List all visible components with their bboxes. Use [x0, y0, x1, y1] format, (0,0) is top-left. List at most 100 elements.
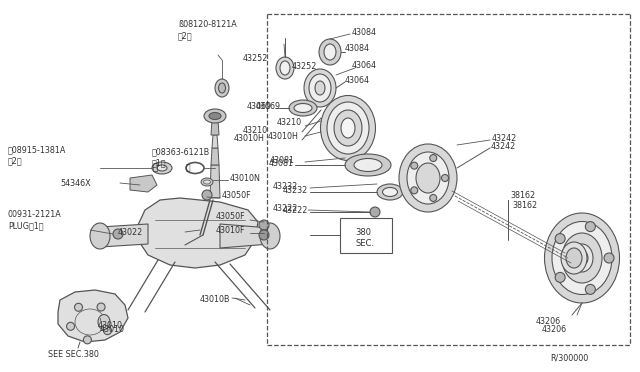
Polygon shape	[211, 148, 219, 165]
Ellipse shape	[319, 39, 341, 65]
Ellipse shape	[152, 162, 172, 174]
Ellipse shape	[294, 103, 312, 112]
Text: 43010F: 43010F	[216, 225, 246, 234]
Text: 43010H: 43010H	[234, 134, 265, 142]
Text: 43252: 43252	[292, 61, 317, 71]
Ellipse shape	[416, 163, 440, 193]
Circle shape	[83, 336, 92, 344]
Text: 43252: 43252	[243, 54, 268, 62]
Polygon shape	[100, 224, 148, 247]
Text: 43010H: 43010H	[267, 131, 298, 141]
Text: ß08120-8121A
〈2〉: ß08120-8121A 〈2〉	[178, 20, 237, 40]
Text: SEE SEC.380: SEE SEC.380	[48, 350, 99, 359]
Ellipse shape	[566, 248, 582, 268]
Text: 43232: 43232	[273, 182, 298, 190]
Text: 43222: 43222	[273, 203, 298, 212]
Text: 380
SEC.: 380 SEC.	[355, 228, 374, 248]
Text: 43081: 43081	[269, 158, 294, 167]
Polygon shape	[212, 135, 218, 148]
Text: 43242: 43242	[492, 134, 517, 142]
Circle shape	[555, 234, 565, 244]
Text: 43010N: 43010N	[230, 173, 261, 183]
Ellipse shape	[345, 154, 391, 176]
Ellipse shape	[407, 152, 449, 204]
Ellipse shape	[399, 144, 457, 212]
Ellipse shape	[304, 69, 336, 107]
Polygon shape	[210, 165, 220, 198]
Text: 43084: 43084	[352, 28, 377, 36]
Polygon shape	[220, 224, 270, 248]
Ellipse shape	[157, 165, 167, 171]
Ellipse shape	[309, 74, 331, 102]
Circle shape	[97, 303, 105, 311]
Ellipse shape	[289, 100, 317, 116]
Text: 43069: 43069	[256, 102, 281, 110]
Text: 38162: 38162	[512, 201, 537, 209]
Ellipse shape	[354, 158, 382, 171]
Text: 43242: 43242	[491, 141, 516, 151]
Circle shape	[113, 229, 123, 239]
Text: 43050F: 43050F	[222, 190, 252, 199]
Ellipse shape	[260, 223, 280, 249]
Ellipse shape	[204, 180, 211, 184]
Polygon shape	[58, 290, 128, 342]
Ellipse shape	[204, 109, 226, 123]
Text: 43210: 43210	[243, 125, 268, 135]
Circle shape	[259, 220, 269, 230]
Ellipse shape	[324, 44, 336, 60]
Circle shape	[104, 327, 111, 335]
Ellipse shape	[321, 96, 376, 160]
Polygon shape	[138, 198, 258, 268]
Ellipse shape	[341, 118, 355, 138]
Circle shape	[604, 253, 614, 263]
Ellipse shape	[280, 61, 290, 75]
Text: 00931-2121A
PLUG〈1〉: 00931-2121A PLUG〈1〉	[8, 210, 61, 230]
Text: Ⓡ08915-1381A
〈2〉: Ⓡ08915-1381A 〈2〉	[8, 145, 67, 165]
Ellipse shape	[215, 79, 229, 97]
Circle shape	[442, 174, 449, 182]
Text: Ⓡ: Ⓡ	[152, 164, 157, 173]
Ellipse shape	[576, 250, 588, 266]
Circle shape	[67, 322, 75, 330]
Circle shape	[555, 272, 565, 282]
Ellipse shape	[98, 314, 110, 330]
Circle shape	[411, 187, 418, 194]
Bar	[340, 218, 392, 253]
Text: 43010: 43010	[100, 326, 125, 334]
Text: 43084: 43084	[345, 44, 370, 52]
Ellipse shape	[562, 233, 602, 283]
Text: 43232: 43232	[283, 186, 308, 195]
Ellipse shape	[334, 110, 362, 146]
Circle shape	[370, 207, 380, 217]
Ellipse shape	[552, 221, 612, 295]
Text: 43206: 43206	[536, 317, 561, 327]
Circle shape	[429, 154, 436, 161]
Ellipse shape	[377, 184, 403, 200]
Text: 54346X: 54346X	[60, 179, 91, 187]
Text: 43210: 43210	[277, 118, 302, 126]
Circle shape	[202, 190, 212, 200]
Ellipse shape	[209, 112, 221, 119]
Ellipse shape	[315, 81, 325, 95]
Text: 43064: 43064	[352, 61, 377, 70]
Circle shape	[586, 284, 595, 294]
Circle shape	[259, 230, 269, 240]
Text: Ⓢ: Ⓢ	[186, 164, 190, 173]
Polygon shape	[130, 175, 157, 192]
Text: R/300000: R/300000	[550, 353, 588, 362]
Ellipse shape	[201, 178, 213, 186]
Text: 43222: 43222	[283, 205, 308, 215]
Text: 38162: 38162	[510, 190, 535, 199]
Ellipse shape	[545, 213, 620, 303]
Polygon shape	[211, 120, 219, 135]
Text: 43206: 43206	[542, 325, 567, 334]
Ellipse shape	[383, 187, 397, 196]
Circle shape	[429, 195, 436, 202]
Text: 43069: 43069	[247, 102, 272, 110]
Circle shape	[411, 162, 418, 169]
Ellipse shape	[276, 57, 294, 79]
Circle shape	[586, 222, 595, 232]
Ellipse shape	[327, 102, 369, 154]
Text: 43010B: 43010B	[200, 295, 230, 305]
Ellipse shape	[561, 242, 587, 274]
